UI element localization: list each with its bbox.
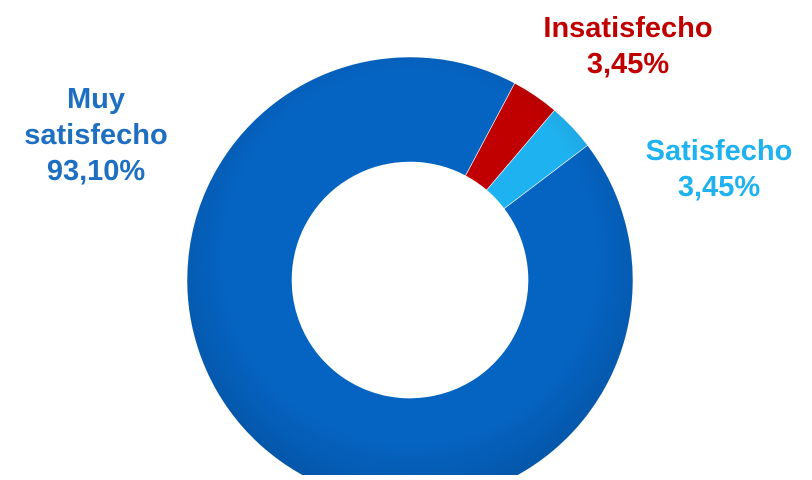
data-label-value: 3,45%	[587, 48, 669, 80]
data-label-satisfecho: Satisfecho 3,45%	[646, 135, 793, 203]
data-label-name: Insatisfecho	[543, 12, 712, 44]
labels-group: Insatisfecho 3,45% Satisfecho 3,45% Muy satis…	[24, 12, 792, 203]
data-label-name: Satisfecho	[646, 135, 793, 167]
data-label-insatisfecho: Insatisfecho 3,45%	[543, 12, 712, 80]
slices-group	[186, 56, 634, 480]
data-label-value: 3,45%	[678, 171, 760, 203]
data-label-name: Muy	[67, 83, 125, 115]
data-label-muy-satisfecho: Muy satisfecho 93,10%	[24, 83, 167, 187]
data-label-value: 93,10%	[47, 155, 146, 187]
slice-muy-satisfecho	[186, 56, 634, 480]
data-label-name: satisfecho	[24, 119, 167, 151]
